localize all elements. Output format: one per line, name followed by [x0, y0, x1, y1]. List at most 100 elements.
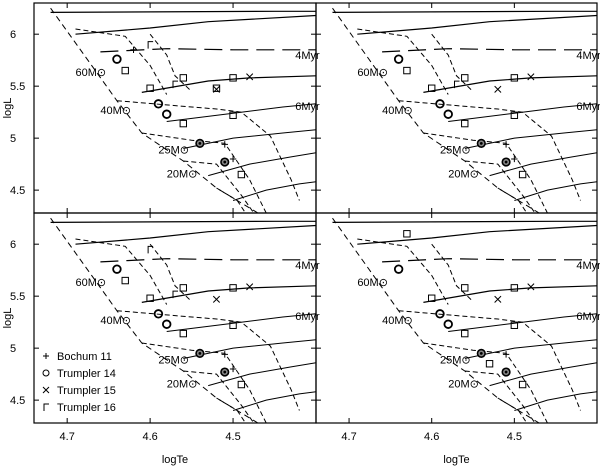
y-tick-label: 6 [10, 239, 16, 251]
legend-label: Trumpler 15 [57, 385, 116, 397]
isochrone [423, 75, 597, 93]
legend-entry: Trumpler 15 [42, 385, 116, 397]
star-marker-bochum11 [221, 351, 228, 358]
mass-label: 25M⊙ [440, 355, 471, 367]
star-marker-bochum11 [511, 155, 518, 163]
star-marker-trumpler14 [162, 109, 172, 119]
star-marker-bochum11 [130, 46, 137, 53]
age-label: 4Myr [295, 50, 320, 62]
evolutionary-track [116, 310, 300, 411]
x-tick-label: 4.7 [341, 431, 356, 443]
legend-entry: Trumpler 16 [43, 402, 116, 414]
isochrone [357, 14, 597, 35]
evolutionary-track [398, 100, 581, 201]
marker-core [198, 351, 202, 355]
star-marker-square [461, 329, 469, 338]
star-marker-square [403, 66, 411, 75]
mass-label: 40M⊙ [100, 315, 131, 327]
star-marker-trumpler16 [147, 245, 154, 254]
isochrone [382, 48, 597, 53]
star-marker-square [461, 119, 469, 128]
mass-label: 60M⊙ [357, 67, 388, 79]
isochrone [183, 129, 316, 149]
panel-curves [332, 217, 597, 423]
mass-label: 60M⊙ [75, 67, 106, 79]
star-marker-trumpler14 [112, 54, 122, 64]
isochrone [332, 220, 597, 223]
star-marker-trumpler14-filled [220, 157, 230, 167]
panel-bottom-right: 60M⊙ 40M⊙ 25M⊙ 20M⊙ 4Myr 6Myr [315, 212, 600, 424]
star-marker-square [510, 321, 519, 329]
star-marker-trumpler14 [393, 264, 404, 274]
star-marker-trumpler14 [162, 319, 172, 329]
panel-curves [332, 7, 597, 213]
star-marker-trumpler16 [147, 41, 154, 49]
isochrone [208, 152, 316, 177]
isochrone [208, 362, 316, 387]
star-marker-square [428, 294, 436, 302]
legend-entry: Trumpler 14 [42, 368, 116, 380]
star-marker-square [428, 84, 436, 92]
star-marker-square [229, 321, 237, 329]
isochrone [75, 14, 316, 35]
star-marker-trumpler15 [246, 283, 254, 291]
isochrone [232, 181, 316, 201]
x-tick-label: 4.6 [142, 431, 157, 443]
star-marker-trumpler14-filled [195, 138, 205, 148]
star-marker-square [179, 74, 187, 82]
y-tick-label: 5.5 [10, 291, 25, 303]
star-marker-trumpler15 [527, 283, 535, 291]
axes-layer: 6 5.5 5 4.5 logL 6 5.5 5 4.5 logL 4.7 4.6 4.5 logTe 4.… [2, 29, 522, 466]
marker-core [223, 370, 227, 374]
x-tick-label: 4.6 [424, 431, 439, 443]
isochrone [357, 224, 597, 245]
mass-label: 40M⊙ [382, 315, 413, 327]
age-label: 6Myr [576, 311, 600, 323]
mass-label: 20M⊙ [167, 379, 198, 391]
evolutionary-track [431, 33, 474, 92]
star-marker-square [212, 84, 221, 92]
legend-label: Trumpler 14 [57, 368, 116, 380]
star-marker-trumpler14 [393, 54, 404, 64]
star-marker-trumpler16 [172, 290, 178, 299]
star-marker-square [510, 111, 519, 119]
x-axis-label: logTe [443, 454, 469, 466]
evolutionary-track [216, 187, 246, 213]
legend-marker [42, 369, 50, 377]
star-marker-trumpler14 [443, 109, 453, 119]
legend-label: Bochum 11 [57, 351, 112, 363]
mass-label: 20M⊙ [448, 379, 479, 391]
star-marker-square [229, 74, 237, 82]
star-marker-square [237, 170, 246, 179]
age-label: 4Myr [576, 50, 600, 62]
mass-label: 20M⊙ [448, 169, 479, 181]
isochrone [50, 10, 316, 13]
y-tick-label: 4.5 [10, 395, 25, 407]
legend-marker [42, 386, 50, 394]
star-marker-trumpler16 [454, 80, 460, 89]
isochrone [382, 258, 597, 263]
mass-label: 40M⊙ [100, 105, 131, 117]
y-axis-label: logL [2, 308, 14, 329]
star-marker-square [179, 284, 187, 292]
age-label: 6Myr [295, 101, 320, 113]
star-marker-square [121, 276, 129, 285]
star-marker-trumpler14-filled [220, 367, 230, 377]
star-marker-trumpler15 [527, 73, 535, 81]
panel-bottom-left: 60M⊙ 40M⊙ 25M⊙ 20M⊙ 4Myr 6Myr [33, 212, 320, 424]
isochrone [464, 339, 597, 359]
evolutionary-track [431, 243, 474, 302]
star-marker-trumpler14-filled [476, 348, 486, 358]
evolutionary-track [464, 370, 536, 423]
isochrone [489, 362, 597, 387]
x-tick-label: 4.5 [507, 431, 522, 443]
marker-core [479, 141, 483, 145]
star-marker-square [179, 329, 187, 338]
y-tick-label: 5.5 [10, 81, 25, 93]
mass-label: 25M⊙ [158, 355, 189, 367]
isochrone [514, 391, 597, 411]
panel-curves [50, 217, 316, 423]
star-marker-trumpler14 [435, 99, 445, 109]
star-marker-trumpler15 [494, 85, 502, 93]
